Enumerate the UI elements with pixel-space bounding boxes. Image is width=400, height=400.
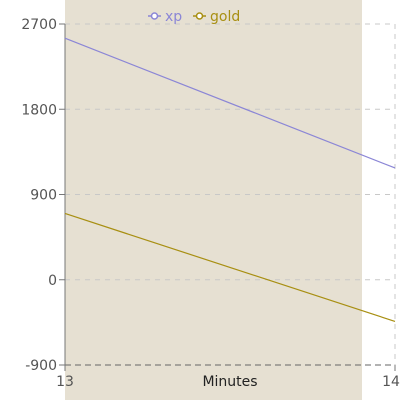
x-axis: 13 14 xyxy=(56,365,400,390)
legend[interactable]: xp gold xyxy=(148,9,240,25)
y-tick-label: -900 xyxy=(25,358,57,374)
shaded-region xyxy=(65,0,362,400)
y-tick-label: 2700 xyxy=(21,17,57,33)
y-tick-label: 0 xyxy=(48,273,57,289)
series-lines xyxy=(64,37,396,322)
legend-label: gold xyxy=(210,9,240,25)
legend-item-gold[interactable]: gold xyxy=(193,9,240,25)
x-tick-label: 13 xyxy=(56,374,74,390)
legend-marker-icon xyxy=(195,12,204,20)
series-line-gold xyxy=(64,212,396,322)
series-line-xp xyxy=(64,37,396,169)
y-axis: -900 0 900 1800 2700 xyxy=(21,17,65,374)
legend-item-xp[interactable]: xp xyxy=(148,9,182,25)
legend-marker-icon xyxy=(150,12,159,20)
x-axis-title: Minutes xyxy=(202,374,257,390)
legend-label: xp xyxy=(165,9,182,25)
y-tick-label: 1800 xyxy=(21,102,57,118)
y-tick-label: 900 xyxy=(30,188,57,204)
grid xyxy=(65,23,396,366)
x-tick-label: 14 xyxy=(382,374,400,390)
